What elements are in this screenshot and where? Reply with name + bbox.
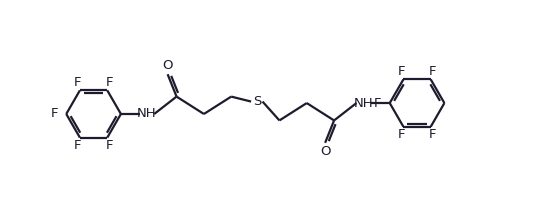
Text: F: F [398,128,405,141]
Text: F: F [106,139,113,152]
Text: F: F [74,139,82,152]
Text: S: S [253,95,261,108]
Text: O: O [163,59,173,72]
Text: F: F [106,76,113,89]
Text: O: O [320,145,330,158]
Text: NH: NH [354,97,374,110]
Text: F: F [429,128,437,141]
Text: F: F [51,108,58,121]
Text: NH: NH [137,108,157,121]
Text: F: F [429,65,437,78]
Text: F: F [74,76,82,89]
Text: F: F [398,65,405,78]
Text: F: F [374,97,382,110]
